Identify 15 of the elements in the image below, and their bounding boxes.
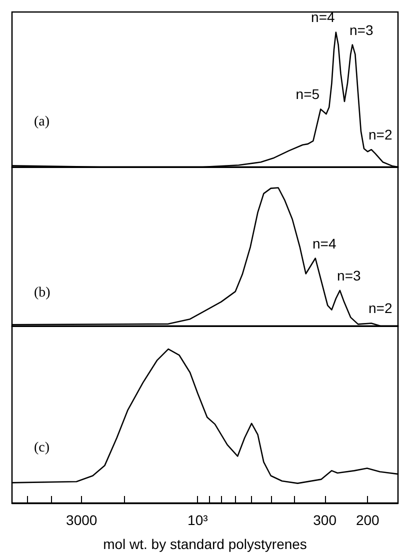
annotation: (b) [34, 286, 51, 300]
annotation: n=4 [312, 235, 336, 252]
x-axis-title: mol wt. by standard polystyrenes [103, 536, 307, 552]
annotation: (a) [34, 114, 50, 130]
x-tick-label: 3000 [66, 512, 98, 528]
annotation: (c) [34, 440, 50, 456]
annotation: n=2 [368, 300, 392, 316]
annotation: n=2 [368, 126, 392, 143]
x-tick-label: 10³ [188, 512, 208, 528]
annotation: n=5 [296, 86, 320, 102]
x-tick-label: 200 [356, 512, 380, 528]
x-tick-label: 300 [313, 512, 337, 528]
annotation: n=3 [350, 22, 374, 38]
annotation: n=3 [337, 267, 361, 284]
annotation: n=4 [311, 9, 336, 26]
